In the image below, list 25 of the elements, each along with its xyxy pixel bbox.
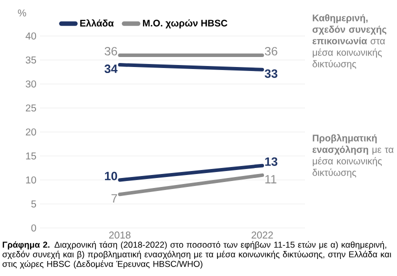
data-label: 10 <box>104 172 118 180</box>
data-label: 36 <box>104 46 118 56</box>
legend-label: Ελλάδα <box>80 19 114 27</box>
text: Προβληματική ενασχόληση με τα μέσα κοινωνικής δικτύωσης <box>312 134 394 178</box>
legend-label: Μ.Ο. χωρών HBSC <box>142 19 228 28</box>
data-label: 13 <box>265 157 278 166</box>
y-axis-title: % <box>18 9 26 16</box>
y-tick-label: 15 <box>26 152 36 160</box>
y-tick-label: 30 <box>26 80 36 88</box>
y-tick-label: 40 <box>26 32 36 40</box>
text: Γράφημα 2. Διαχρονική τάση (2018-2022) στο ποσοστό των εφήβων 11-15 ετών με α) καθημερινή, σχεδόν συνεχή και β) προβληματική ενασχόληση με τα μέσα κοινωνικής δικτύωσης, στην Ελλάδα και στις χώρες HBSC (Δεδομένα Έρευνας HBSC/WHO) <box>2 241 392 269</box>
y-tick-label: 0 <box>31 224 36 232</box>
data-label: 7 <box>112 194 117 203</box>
data-label: 34 <box>104 64 118 74</box>
x-tick-label: 2018 <box>109 232 130 239</box>
y-tick-label: 35 <box>26 56 36 64</box>
data-label: 33 <box>264 69 278 78</box>
data-label: 36 <box>264 46 278 56</box>
x-tick-label: 2022 <box>252 232 273 239</box>
y-tick-label: 10 <box>26 176 36 184</box>
text: Καθημερινή, σχεδόν συνεχής επικοινωνία στα μέσα κοινωνικής δικτύωσης <box>312 14 386 70</box>
y-tick-label: 25 <box>26 104 36 112</box>
y-tick-label: 20 <box>26 128 36 136</box>
data-label: 11 <box>265 175 276 184</box>
y-tick-label: 5 <box>31 200 36 208</box>
